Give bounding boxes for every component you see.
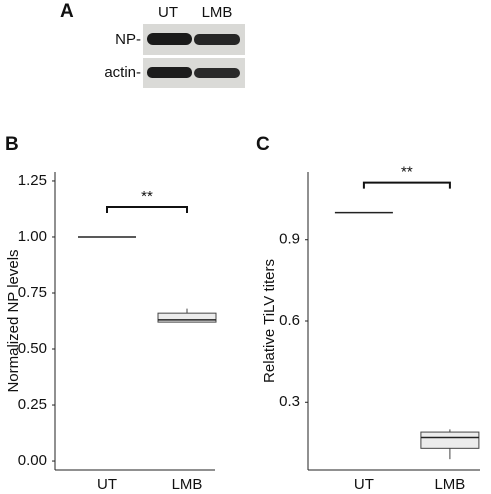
x-tick-label: UT	[97, 476, 117, 493]
significance-bracket	[362, 181, 451, 189]
y-tick-label: 1.25	[18, 172, 47, 189]
y-tick-label: 0.3	[279, 393, 300, 410]
row-label: NP-	[115, 31, 141, 48]
y-tick-label: 1.00	[18, 228, 47, 245]
row-label: actin-	[104, 64, 141, 81]
significance-bracket	[106, 205, 188, 213]
lane-label: LMB	[202, 4, 233, 21]
y-tick-label: 0.6	[279, 312, 300, 329]
y-tick-label: 0.00	[18, 452, 47, 469]
y-axis-label: Normalized NP levels	[5, 249, 22, 392]
significance-label: **	[141, 188, 153, 205]
x-tick-label: LMB	[172, 476, 203, 493]
y-tick-label: 0.50	[18, 340, 47, 357]
y-tick-label: 0.25	[18, 396, 47, 413]
y-axis-label: Relative TiLV titers	[261, 259, 278, 383]
panel-label: A	[60, 1, 74, 22]
x-tick-label: UT	[354, 476, 374, 493]
x-tick-label: LMB	[434, 476, 465, 493]
y-tick-label: 0.9	[279, 231, 300, 248]
y-tick-label: 0.75	[18, 284, 47, 301]
blot	[143, 24, 245, 88]
significance-label: **	[401, 164, 413, 181]
panel-label: C	[256, 134, 270, 155]
box	[420, 431, 480, 449]
lane-label: UT	[158, 4, 178, 21]
box	[157, 312, 217, 323]
panel-label: B	[5, 134, 19, 155]
